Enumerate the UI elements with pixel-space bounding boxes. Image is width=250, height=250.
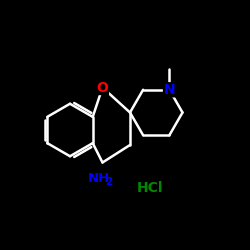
Text: N: N xyxy=(164,83,175,97)
Text: HCl: HCl xyxy=(137,180,163,194)
Text: 2: 2 xyxy=(106,177,113,187)
Text: O: O xyxy=(96,80,108,94)
Text: NH: NH xyxy=(88,172,110,185)
